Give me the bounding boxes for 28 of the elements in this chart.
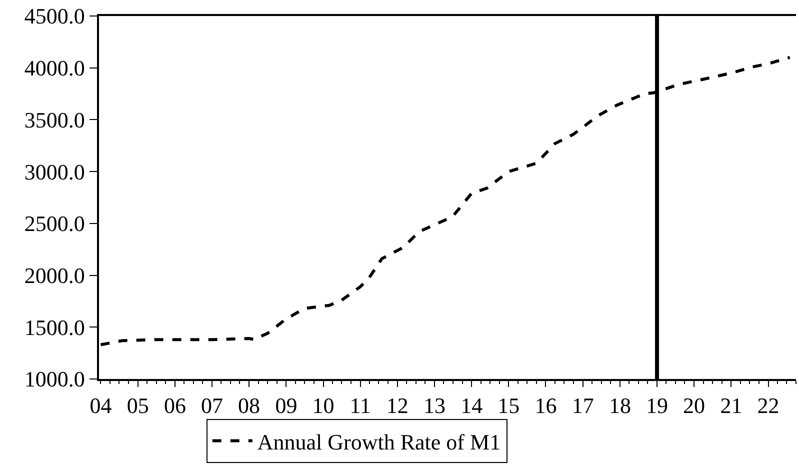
x-tick-label: 18 — [608, 393, 631, 418]
y-tick-label: 3000.0 — [24, 159, 85, 184]
x-tick-label: 10 — [312, 393, 334, 418]
y-tick-label: 3500.0 — [24, 107, 85, 132]
x-tick-label: 21 — [720, 393, 742, 418]
x-tick-label: 20 — [683, 393, 706, 418]
x-tick-label: 14 — [460, 393, 483, 418]
y-tick-label: 2000.0 — [24, 262, 85, 288]
x-tick-label: 15 — [498, 393, 520, 418]
x-tick-label: 08 — [238, 393, 260, 418]
y-tick-label: 4000.0 — [24, 56, 85, 81]
x-tick-label: 07 — [201, 393, 223, 418]
x-tick-label: 16 — [534, 393, 557, 418]
y-tick-label: 1500.0 — [24, 314, 85, 340]
x-tick-label: 12 — [386, 393, 408, 418]
x-tick-label: 05 — [126, 393, 149, 418]
legend-label: Annual Growth Rate of M1 — [257, 429, 501, 454]
x-tick-label: 11 — [350, 393, 371, 418]
y-tick-label: 2500.0 — [24, 211, 85, 236]
x-tick-label: 04 — [90, 393, 112, 418]
x-tick-label: 19 — [646, 393, 668, 418]
x-tick-label: 13 — [424, 393, 446, 418]
x-tick-label: 17 — [572, 393, 594, 418]
x-tick-label: 09 — [275, 393, 298, 418]
x-tick-label: 06 — [164, 393, 186, 418]
x-tick-label: 22 — [757, 393, 780, 418]
y-tick-label: 1000.0 — [24, 366, 85, 392]
y-tick-label: 4500.0 — [24, 4, 85, 29]
